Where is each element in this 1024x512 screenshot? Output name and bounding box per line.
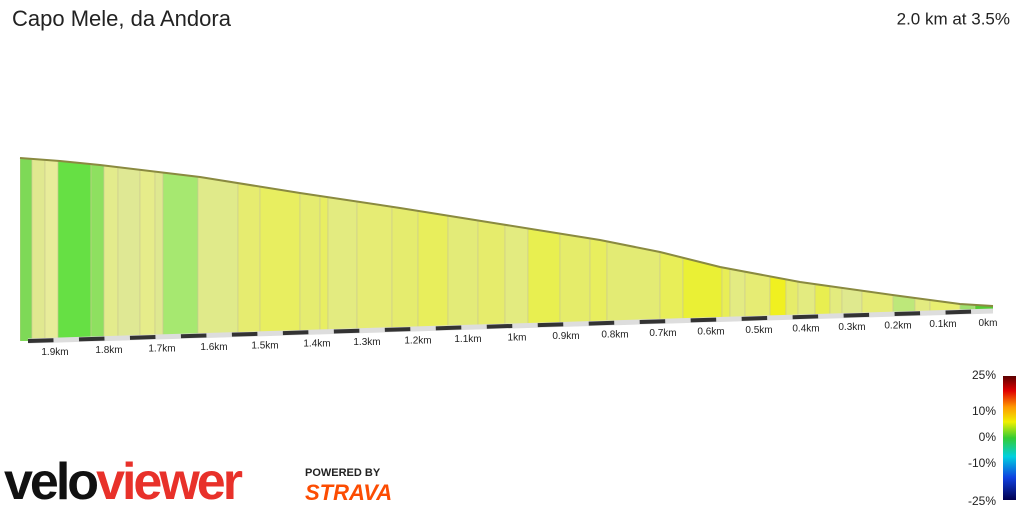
gradient-segment	[20, 158, 33, 341]
gradient-segment	[319, 158, 329, 341]
legend-tick-label: -10%	[968, 456, 996, 470]
distance-label: 1.7km	[148, 343, 175, 354]
powered-by: POWERED BY	[305, 467, 381, 479]
distance-label: 1.6km	[200, 342, 227, 353]
legend-tick-label: 0%	[979, 430, 997, 444]
distance-label: 0.7km	[649, 328, 676, 339]
distance-label: 0.8km	[601, 329, 628, 340]
distance-label: 1.5km	[251, 340, 278, 351]
gradient-segment	[447, 158, 479, 341]
gradient-segment	[139, 158, 156, 341]
gradient-segment	[90, 158, 105, 341]
gradient-segment	[57, 158, 92, 341]
legend-tick-label: -25%	[968, 494, 996, 508]
profile	[20, 158, 993, 341]
distance-label: 1.9km	[41, 347, 68, 358]
gradient-segment	[259, 158, 301, 341]
base-line-dash	[27, 309, 994, 343]
distance-label: 1km	[508, 332, 527, 343]
gradient-segment	[197, 158, 239, 341]
gradient-segment	[797, 158, 816, 341]
distance-label: 0.3km	[838, 322, 865, 333]
summary: 2.0 km at 3.5%	[897, 9, 1010, 28]
gradient-segment	[356, 158, 393, 341]
distance-label: 0.1km	[929, 319, 956, 330]
gradient-segment	[559, 158, 591, 341]
profile-outline	[19, 157, 994, 307]
distance-label: 1.3km	[353, 337, 380, 348]
logo-velo: velo	[4, 453, 97, 511]
gradient-segment	[829, 158, 843, 341]
title: Capo Mele, da Andora	[12, 6, 232, 31]
gradient-segment	[31, 158, 46, 341]
gradient-segment	[391, 158, 419, 341]
distance-label: 1.8km	[95, 345, 122, 356]
strava: STRAVA	[305, 480, 392, 505]
gradient-segment	[117, 158, 141, 341]
gradient-segment	[237, 158, 261, 341]
distance-label: 0.6km	[697, 326, 724, 337]
gradient-segment	[154, 158, 164, 341]
gradient-segment	[477, 158, 506, 341]
gradient-segment	[914, 158, 931, 341]
gradient-segment	[299, 158, 321, 341]
gradient-segment	[959, 158, 976, 341]
logo: veloviewer	[4, 453, 243, 511]
gradient-segment	[327, 158, 358, 341]
gradient-segment	[162, 158, 199, 341]
gradient-segment	[44, 158, 59, 341]
distance-label: 1.1km	[454, 334, 481, 345]
gradient-segment	[103, 158, 119, 341]
gradient-segment	[527, 158, 561, 341]
gradient-segment	[417, 158, 449, 341]
legend-tick-label: 25%	[972, 368, 996, 382]
legend-tick-label: 10%	[972, 404, 996, 418]
distance-label: 0.5km	[745, 325, 772, 336]
gradient-segment	[589, 158, 608, 341]
gradient-segment	[841, 158, 863, 341]
logo-viewer: viewer	[96, 453, 243, 511]
distance-label: 1.2km	[404, 336, 431, 347]
distance-label: 0.2km	[884, 321, 911, 332]
gradient-segment	[814, 158, 831, 341]
distance-label: 0km	[979, 318, 998, 329]
distance-label: 0.4km	[792, 323, 819, 334]
gradient-segment	[785, 158, 799, 341]
distance-label: 1.4km	[303, 339, 330, 350]
gradient-bar	[1003, 376, 1016, 500]
gradient-segment	[504, 158, 529, 341]
distance-label: 0.9km	[552, 331, 579, 342]
